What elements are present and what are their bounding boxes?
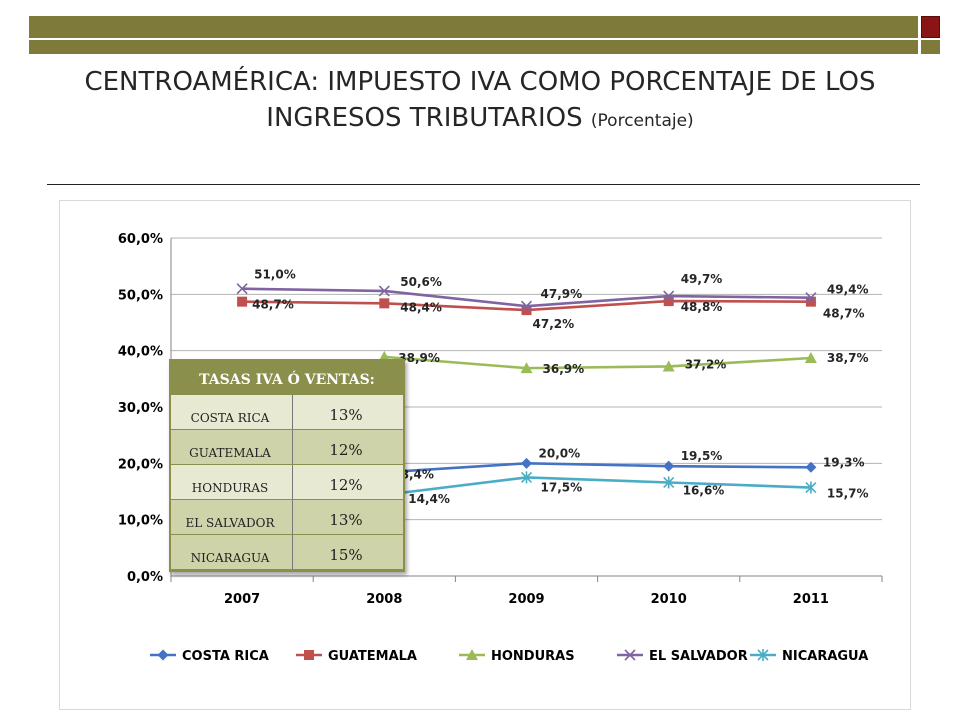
slide-title: CENTROAMÉRICA: IMPUESTO IVA COMO PORCENT… <box>30 64 930 139</box>
data-label: 49,4% <box>827 283 869 297</box>
data-label: 19,5% <box>681 449 723 463</box>
series-line <box>384 355 811 370</box>
data-point <box>520 362 533 374</box>
data-label: 37,2% <box>685 357 727 371</box>
legend-label: GUATEMALA <box>328 649 417 664</box>
title-divider <box>47 184 920 185</box>
tasas-rate: 13% <box>329 511 363 529</box>
legend-marker <box>157 649 169 661</box>
y-tick-label: 20,0% <box>118 457 163 472</box>
data-label: 16,6% <box>683 483 725 497</box>
data-point <box>805 296 816 307</box>
x-tick-label: 2010 <box>651 592 687 607</box>
data-label: 14,4% <box>408 492 450 506</box>
data-point <box>237 296 248 307</box>
legend-marker <box>757 649 769 661</box>
tasas-row-el-salvador: EL SALVADOR 13% <box>171 500 403 534</box>
data-label: 51,0% <box>254 268 296 282</box>
top-decorative-bar-lower <box>29 40 918 54</box>
data-point <box>805 292 817 304</box>
data-point <box>663 476 675 489</box>
data-point <box>521 305 532 316</box>
y-tick-label: 60,0% <box>118 232 163 247</box>
data-label: 17,5% <box>541 480 583 494</box>
tasas-row-costa-rica: COSTA RICA 13% <box>171 395 403 429</box>
slide-subtitle: (Porcentaje) <box>590 111 694 131</box>
tasas-country: GUATEMALA <box>189 446 271 460</box>
x-tick-label: 2011 <box>793 592 829 607</box>
y-tick-label: 0,0% <box>127 570 163 585</box>
data-point <box>804 351 817 363</box>
data-label: 36,9% <box>543 362 585 376</box>
top-decorative-bar <box>29 16 918 38</box>
data-label: 48,7% <box>823 307 865 321</box>
tasas-separator <box>292 500 293 534</box>
data-label: 50,6% <box>400 275 442 289</box>
y-tick-label: 30,0% <box>118 401 163 416</box>
tasas-separator <box>292 535 293 569</box>
data-point <box>520 300 533 312</box>
data-label: 38,7% <box>827 351 869 365</box>
tasas-row-nicaragua: NICARAGUA 15% <box>171 535 403 569</box>
tasas-separator <box>292 395 293 429</box>
tasas-rate: 12% <box>329 441 363 459</box>
data-label: 19,3% <box>823 455 865 469</box>
series-line <box>384 476 811 497</box>
x-tick-label: 2009 <box>508 592 544 607</box>
y-tick-label: 40,0% <box>118 345 163 360</box>
legend-label: COSTA RICA <box>182 649 269 664</box>
data-label: 15,7% <box>827 487 869 501</box>
tasas-row-guatemala: GUATEMALA 12% <box>171 430 403 464</box>
legend-marker <box>304 650 314 660</box>
top-accent-square-lower <box>921 40 940 54</box>
data-point <box>520 471 533 484</box>
y-tick-label: 50,0% <box>118 288 163 303</box>
data-point <box>378 285 390 297</box>
legend-label: EL SALVADOR <box>649 649 748 664</box>
tasas-separator <box>292 430 293 464</box>
data-point <box>521 457 532 469</box>
data-point <box>805 461 817 473</box>
tasas-rate: 12% <box>329 476 363 494</box>
legend-label: HONDURAS <box>491 649 575 664</box>
data-point <box>662 360 675 372</box>
data-point <box>805 481 817 494</box>
tasas-country: COSTA RICA <box>190 411 270 425</box>
legend-marker <box>466 649 478 660</box>
x-tick-label: 2007 <box>224 592 260 607</box>
line-chart: 0,0% 10,0% 20,0% 30,0% 40,0% 50,0% 60,0% 2007 20… <box>118 232 883 664</box>
tasas-iva-table: TASAS IVA Ó VENTAS: COSTA RICA 13% GUATE… <box>169 359 405 572</box>
data-label: 38,9% <box>398 351 440 365</box>
data-label: 47,9% <box>541 287 583 301</box>
slide-title-text: CENTROAMÉRICA: IMPUESTO IVA COMO PORCENT… <box>84 67 876 133</box>
tasas-rate: 13% <box>329 406 363 424</box>
legend-label: NICARAGUA <box>782 649 868 664</box>
tasas-row-honduras: HONDURAS 12% <box>171 465 403 499</box>
top-accent-square <box>921 16 940 38</box>
tasas-country: HONDURAS <box>191 481 269 495</box>
data-label: 48,7% <box>252 298 294 312</box>
y-tick-label: 10,0% <box>118 514 163 529</box>
legend-marker <box>624 649 636 661</box>
data-label: 47,2% <box>533 317 575 331</box>
tasas-country: NICARAGUA <box>190 551 270 565</box>
data-point <box>663 296 674 307</box>
series-line <box>384 462 811 474</box>
chart-area: 0,0% 10,0% 20,0% 30,0% 40,0% 50,0% 60,0% 2007 20… <box>59 200 911 710</box>
data-label: 20,0% <box>539 446 581 460</box>
x-tick-label: 2008 <box>366 592 402 607</box>
tasas-rate: 15% <box>329 546 363 564</box>
data-point <box>236 283 248 295</box>
data-point <box>379 298 390 309</box>
data-label: 49,7% <box>681 272 723 286</box>
data-label: 48,8% <box>681 300 723 314</box>
tasas-separator <box>292 465 293 499</box>
data-label: 48,4% <box>400 300 442 314</box>
data-point <box>663 460 675 472</box>
tasas-table-title: TASAS IVA Ó VENTAS: <box>199 372 375 388</box>
tasas-country: EL SALVADOR <box>185 516 275 530</box>
data-point <box>663 290 675 302</box>
